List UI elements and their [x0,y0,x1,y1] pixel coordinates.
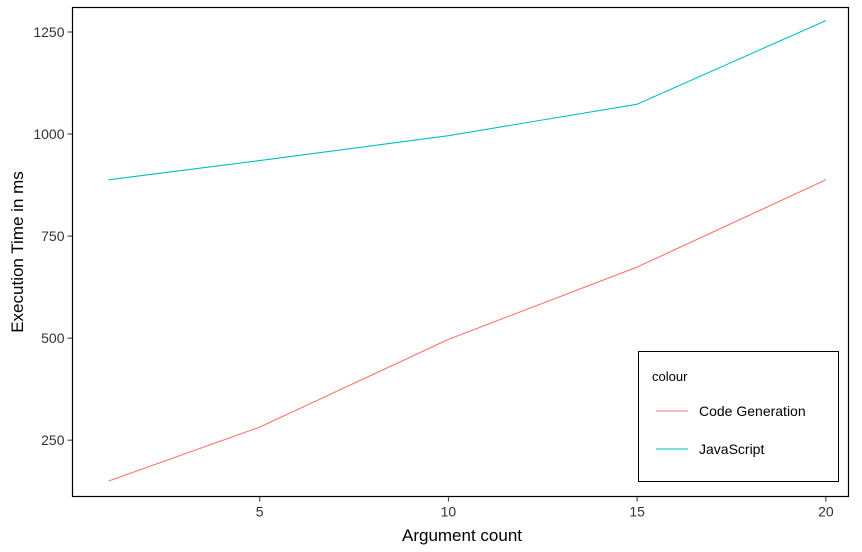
y-tick-label: 250 [41,432,65,448]
legend-entries: Code Generation JavaScript [656,403,806,457]
series-layer [108,20,827,482]
x-axis-title: Argument count [402,526,522,545]
series-line-javascript [108,20,827,181]
legend-box [638,351,839,482]
y-axis-title: Execution Time in ms [8,171,27,333]
x-tick-label: 15 [629,504,645,520]
x-tick-label: 20 [818,504,834,520]
legend-label-code-generation: Code Generation [699,403,806,419]
y-tick-label: 1000 [33,126,64,142]
legend: colour Code Generation JavaScript [638,351,839,482]
y-tick-label: 1250 [33,24,64,40]
legend-label-javascript: JavaScript [699,441,764,457]
plot-panel-border [71,6,850,498]
y-tick-label: 750 [41,228,65,244]
legend-title: colour [652,369,688,384]
y-tick-label: 500 [41,330,65,346]
x-tick-label: 5 [256,504,264,520]
series-line-code-generation [108,179,827,482]
x-tick-label: 10 [441,504,457,520]
ticks-layer: 5 10 15 20 250 500 750 1000 1250 [33,24,834,520]
